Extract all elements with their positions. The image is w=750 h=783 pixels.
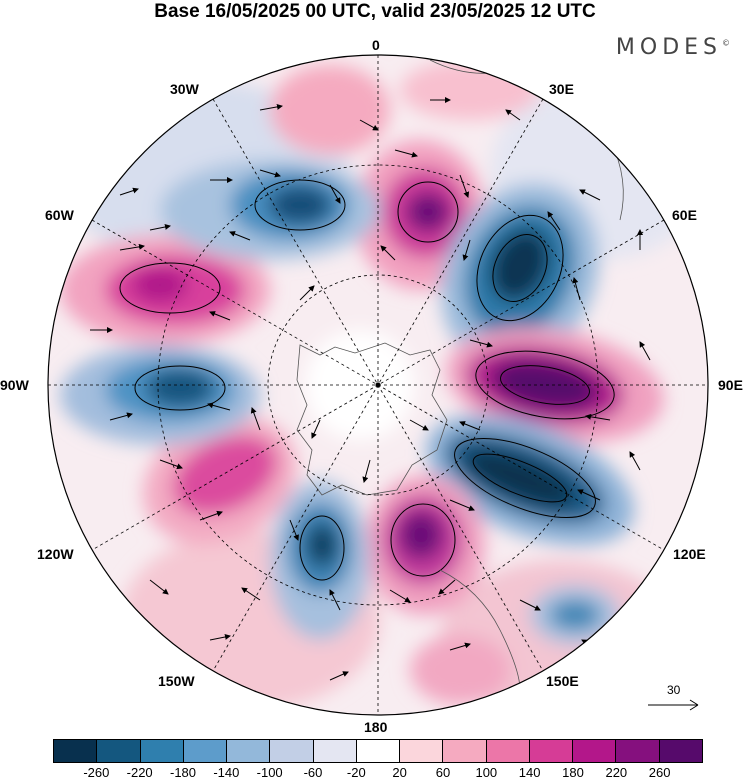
colorbar-labels: -260 -220 -180 -140 -100 -60 -20 20 60 100 140 180 2… — [0, 765, 750, 783]
colorbar-swatch — [96, 740, 140, 762]
lon-label-30w: 30W — [170, 81, 199, 97]
south-pole-marker — [375, 382, 381, 388]
lon-label-120e: 120E — [673, 546, 706, 562]
colorbar-swatch — [355, 740, 400, 762]
colorbar-swatch — [572, 740, 616, 762]
lon-label-60w: 60W — [45, 207, 74, 223]
colorbar-swatch — [269, 740, 313, 762]
colorbar-swatch — [54, 740, 97, 762]
reference-vector-label: 30 — [667, 683, 681, 697]
lon-label-120w: 120W — [37, 546, 74, 562]
colorbar-swatch — [658, 740, 702, 762]
colorbar-tick-label: -100 — [256, 765, 283, 780]
colorbar-swatch — [182, 740, 227, 762]
colorbar-tick-label: 220 — [605, 765, 628, 780]
colorbar-tick-label: -20 — [346, 765, 366, 780]
colorbar-tick-label: -180 — [169, 765, 197, 780]
colorbar-swatch — [139, 740, 183, 762]
lon-label-30e: 30E — [549, 81, 574, 97]
reference-vector-arrow — [648, 699, 699, 711]
lon-label-90e: 90E — [718, 377, 743, 393]
lon-label-150w: 150W — [158, 673, 195, 689]
colorbar-tick-label: -260 — [83, 765, 110, 780]
colorbar-swatch — [615, 740, 659, 762]
lon-label-0: 0 — [372, 37, 380, 53]
colorbar-tick-label: 260 — [648, 765, 671, 780]
colorbar — [53, 739, 703, 763]
lon-label-180: 180 — [364, 719, 388, 735]
modes-logo: MODES© — [615, 35, 730, 60]
colorbar-swatch — [399, 740, 443, 762]
colorbar-tick-label: -60 — [303, 765, 323, 780]
lon-label-90w: 90W — [0, 377, 29, 393]
colorbar-tick-label: 20 — [392, 765, 407, 780]
colorbar-swatch — [528, 740, 573, 762]
colorbar-swatch — [442, 740, 486, 762]
polar-map — [47, 54, 709, 716]
colorbar-tick-label: 180 — [562, 765, 584, 780]
map-title: Base 16/05/2025 00 UTC, valid 23/05/2025… — [154, 1, 596, 22]
lon-label-60e: 60E — [672, 207, 697, 223]
colorbar-swatch — [226, 740, 270, 762]
colorbar-tick-label: 100 — [475, 765, 498, 780]
colorbar-swatch — [312, 740, 356, 762]
lon-label-150e: 150E — [546, 673, 579, 689]
colorbar-tick-label: 60 — [435, 765, 451, 780]
colorbar-tick-label: -140 — [213, 765, 240, 780]
colorbar-tick-label: -220 — [126, 765, 153, 780]
wind-vectors — [90, 97, 651, 681]
colorbar-swatch — [485, 740, 529, 762]
map-boundary — [47, 54, 709, 716]
colorbar-tick-label: 140 — [518, 765, 541, 780]
